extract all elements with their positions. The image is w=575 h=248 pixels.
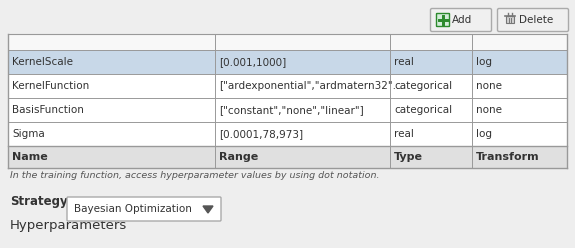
Text: log: log <box>476 57 492 67</box>
Text: [0.0001,78,973]: [0.0001,78,973] <box>219 129 303 139</box>
Bar <box>8 122 567 146</box>
Text: none: none <box>476 105 502 115</box>
Text: Delete: Delete <box>519 15 553 25</box>
Text: Type: Type <box>394 152 423 162</box>
FancyBboxPatch shape <box>67 197 221 221</box>
Text: KernelFunction: KernelFunction <box>12 81 89 91</box>
Bar <box>8 50 567 74</box>
Text: Range: Range <box>219 152 258 162</box>
Text: real: real <box>394 129 414 139</box>
Text: [0.001,1000]: [0.001,1000] <box>219 57 286 67</box>
Bar <box>8 74 567 98</box>
Polygon shape <box>203 206 213 213</box>
Text: log: log <box>476 129 492 139</box>
Bar <box>8 146 567 168</box>
Bar <box>8 34 567 50</box>
Text: Strategy:: Strategy: <box>10 195 72 209</box>
FancyBboxPatch shape <box>436 13 450 27</box>
Text: real: real <box>394 57 414 67</box>
Text: In the training function, access hyperparameter values by using dot notation.: In the training function, access hyperpa… <box>10 171 380 180</box>
Text: Bayesian Optimization: Bayesian Optimization <box>74 204 192 214</box>
Text: categorical: categorical <box>394 105 452 115</box>
Bar <box>506 16 514 23</box>
Text: ["constant","none","linear"]: ["constant","none","linear"] <box>219 105 364 115</box>
Text: Add: Add <box>452 15 472 25</box>
Text: Name: Name <box>12 152 48 162</box>
Text: ["ardexponential","ardmatern32"...: ["ardexponential","ardmatern32"... <box>219 81 402 91</box>
Text: KernelScale: KernelScale <box>12 57 73 67</box>
FancyBboxPatch shape <box>431 8 492 31</box>
Text: Hyperparameters: Hyperparameters <box>10 219 127 233</box>
Text: BasisFunction: BasisFunction <box>12 105 84 115</box>
Bar <box>8 98 567 122</box>
Text: categorical: categorical <box>394 81 452 91</box>
Text: Sigma: Sigma <box>12 129 45 139</box>
Text: Transform: Transform <box>476 152 539 162</box>
Text: none: none <box>476 81 502 91</box>
FancyBboxPatch shape <box>497 8 569 31</box>
